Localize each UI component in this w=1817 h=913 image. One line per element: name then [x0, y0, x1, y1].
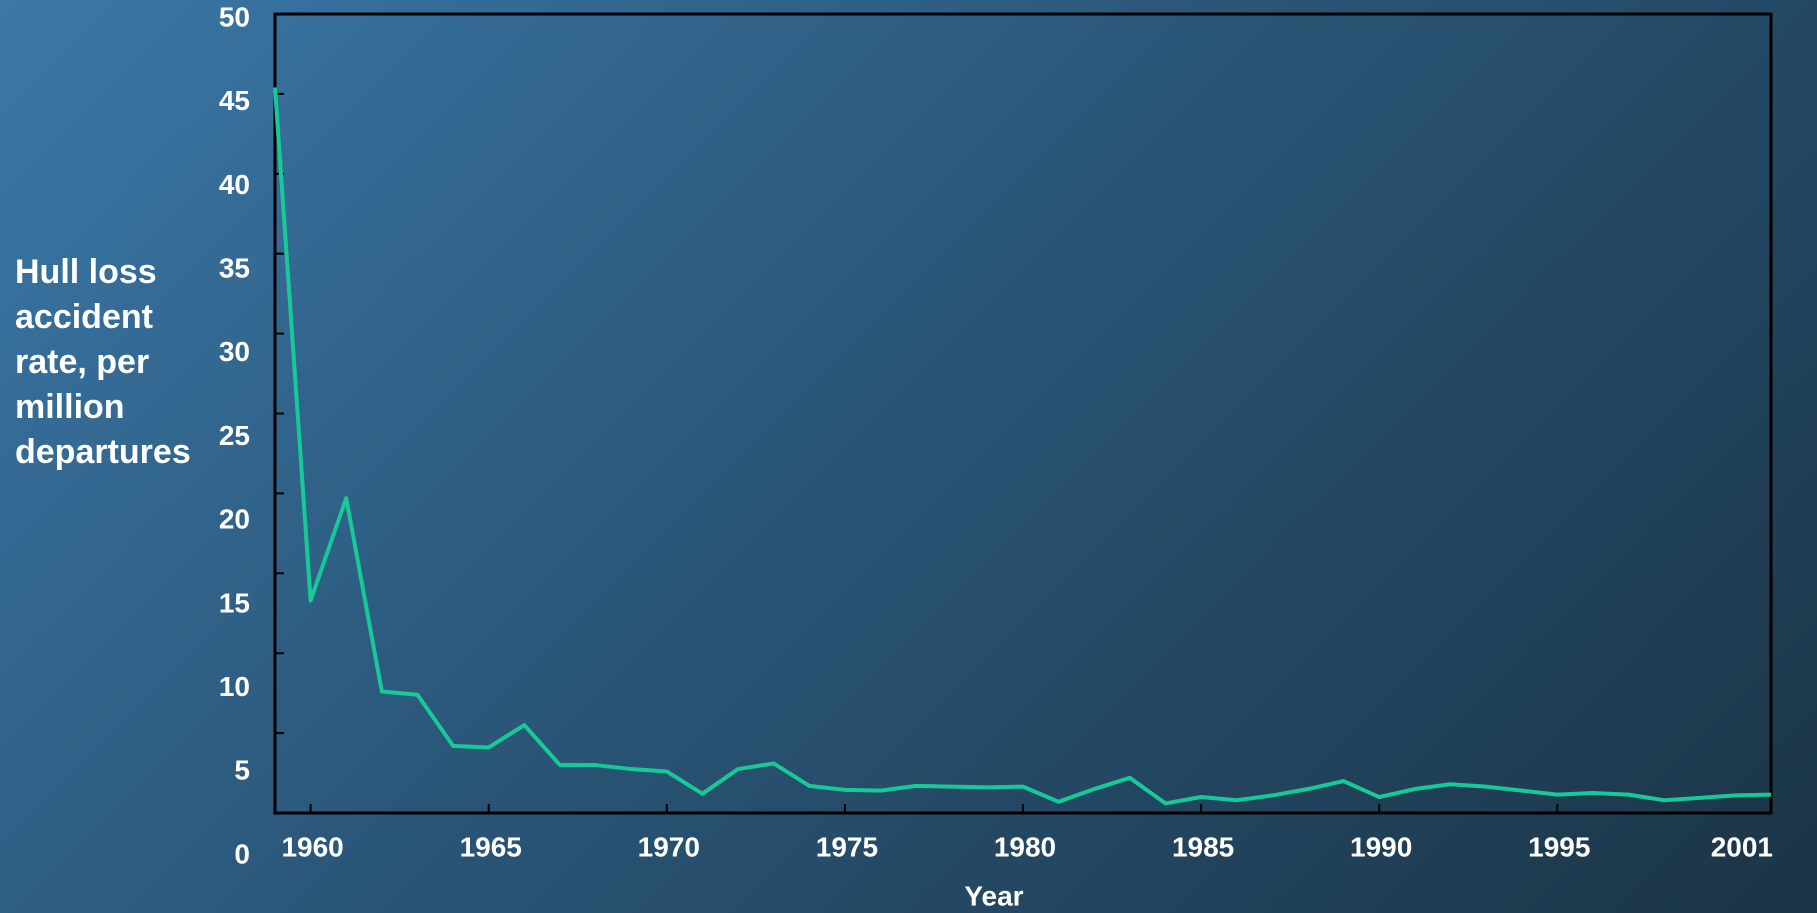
x-tick-label: 1965 — [460, 831, 522, 862]
x-tick-label: 1985 — [1172, 831, 1234, 862]
x-tick-label: 1975 — [816, 831, 878, 862]
y-tick-label: 50 — [219, 1, 250, 32]
y-tick-label: 30 — [219, 336, 250, 367]
y-axis-title: Hull loss accident rate, per million dep… — [15, 253, 191, 471]
x-tick-label: 1980 — [994, 831, 1056, 862]
y-tick-label: 40 — [219, 169, 250, 200]
y-tick-label: 35 — [219, 252, 250, 283]
x-tick-label: 1990 — [1350, 831, 1412, 862]
y-tick-label: 25 — [219, 420, 250, 451]
y-tick-label: 15 — [219, 587, 250, 618]
x-tick-label: 1970 — [638, 831, 700, 862]
y-tick-label: 5 — [234, 755, 250, 786]
x-tick-label: 1960 — [281, 831, 343, 862]
y-tick-label: 10 — [219, 671, 250, 702]
x-tick-label: 1995 — [1528, 831, 1590, 862]
y-tick-label: 45 — [219, 85, 250, 116]
x-axis-title: Year — [964, 880, 1023, 911]
y-tick-label: 20 — [219, 504, 250, 535]
plot-frame — [273, 12, 1773, 815]
data-line — [273, 87, 1772, 806]
x-tick-label: 2001 — [1711, 831, 1773, 862]
y-tick-label: 0 — [234, 838, 250, 869]
